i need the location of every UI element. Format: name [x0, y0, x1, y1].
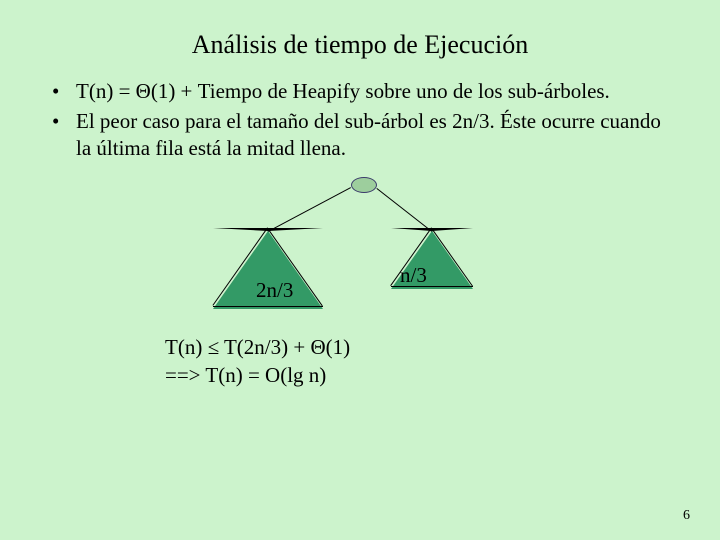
root-node-icon — [351, 177, 377, 193]
page-number: 6 — [683, 508, 690, 524]
subtree-size-label: n/3 — [400, 263, 427, 288]
subtree-size-label: 2n/3 — [256, 278, 293, 303]
connector-line-icon — [376, 188, 433, 233]
bullet-list: • T(n) = Θ(1) + Tiempo de Heapify sobre … — [0, 78, 720, 161]
page-title: Análisis de tiempo de Ejecución — [0, 0, 720, 78]
bullet-item: • El peor caso para el tamaño del sub-ár… — [52, 108, 680, 161]
tree-diagram: 2n/3 n/3 — [0, 171, 720, 321]
equations-block: T(n) ≤ T(2n/3) + Θ(1) ==> T(n) = O(lg n) — [0, 321, 720, 390]
bullet-dot-icon: • — [52, 108, 76, 161]
bullet-text: T(n) = Θ(1) + Tiempo de Heapify sobre un… — [76, 78, 680, 104]
bullet-dot-icon: • — [52, 78, 76, 104]
connector-line-icon — [267, 187, 351, 232]
bullet-text: El peor caso para el tamaño del sub-árbo… — [76, 108, 680, 161]
equation-line: ==> T(n) = O(lg n) — [165, 361, 720, 389]
bullet-item: • T(n) = Θ(1) + Tiempo de Heapify sobre … — [52, 78, 680, 104]
equation-line: T(n) ≤ T(2n/3) + Θ(1) — [165, 333, 720, 361]
